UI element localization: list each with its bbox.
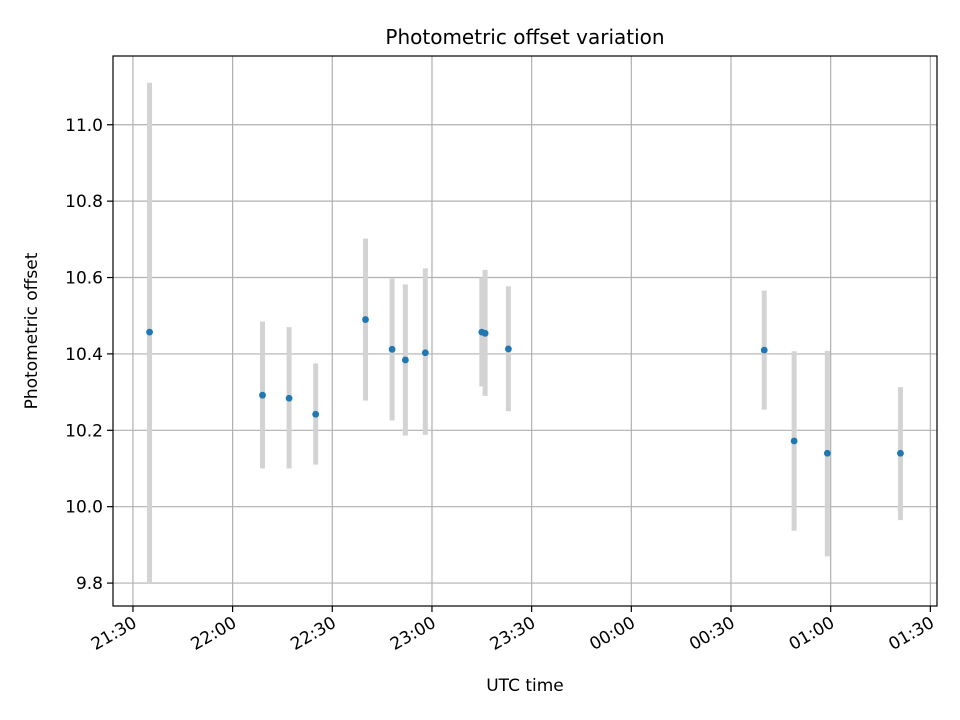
y-axis-ticks: 9.8 10.0 10.2 10.4 10.6 10.8 11.0 [65,116,113,594]
data-point [760,346,768,354]
plot-area-frame [112,55,938,607]
data-point [388,345,396,353]
data-point [312,410,320,418]
data-point [146,328,153,336]
data-point [362,316,369,323]
x-axis-label: UTC time [486,676,564,696]
data-point [421,349,429,357]
data-points [146,316,904,457]
data-point [504,345,512,353]
y-tick-label: 10.8 [65,192,103,212]
y-tick-label: 11.0 [65,116,103,136]
data-point [897,449,904,457]
data-point [823,449,831,457]
data-point [285,394,293,402]
data-point [259,391,266,399]
y-tick-label: 10.2 [65,421,103,441]
y-tick-label: 10.0 [65,498,103,518]
y-tick-label: 9.8 [76,574,103,594]
chart-title: Photometric offset variation [385,25,664,49]
y-tick-label: 10.4 [65,345,103,365]
y-axis-label: Photometric offset [22,252,42,409]
y-tick-label: 10.6 [65,269,103,289]
data-point [401,356,409,364]
data-point [481,329,489,337]
grid [113,56,937,606]
data-point [790,437,798,445]
